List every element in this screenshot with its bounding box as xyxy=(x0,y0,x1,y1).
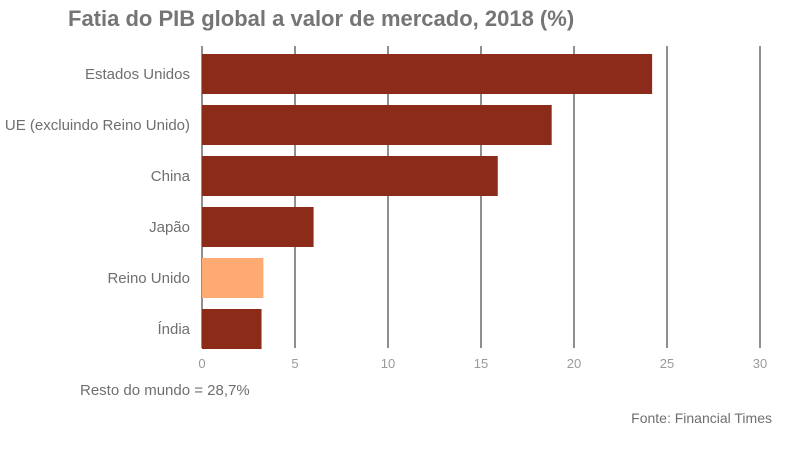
source-note: Fonte: Financial Times xyxy=(631,410,772,426)
gridlines xyxy=(201,46,761,348)
rest-of-world-note: Resto do mundo = 28,7% xyxy=(80,382,250,399)
category-label: Japão xyxy=(149,219,190,236)
bar xyxy=(202,258,264,298)
bar xyxy=(202,207,314,247)
x-tick-label: 15 xyxy=(474,356,488,371)
category-label: Estados Unidos xyxy=(85,66,190,83)
category-label: Reino Unido xyxy=(107,270,190,287)
category-labels: Estados Unidos UE (excluindo Reino Unido)… xyxy=(5,66,191,338)
category-label: China xyxy=(151,168,191,185)
bar xyxy=(202,105,552,145)
chart-title: Fatia do PIB global a valor de mercado, … xyxy=(68,6,575,31)
bar xyxy=(202,54,653,94)
category-label: Índia xyxy=(157,321,190,338)
bar xyxy=(202,156,498,196)
x-tick-label: 20 xyxy=(567,356,581,371)
x-tick-label: 10 xyxy=(381,356,395,371)
x-tick-labels: 0 5 10 15 20 25 30 xyxy=(198,356,767,371)
bars xyxy=(202,54,653,349)
x-tick-label: 5 xyxy=(291,356,298,371)
x-tick-label: 0 xyxy=(198,356,205,371)
x-tick-label: 25 xyxy=(660,356,674,371)
category-label: UE (excluindo Reino Unido) xyxy=(5,117,190,134)
x-tick-label: 30 xyxy=(753,356,767,371)
bar xyxy=(202,309,262,349)
